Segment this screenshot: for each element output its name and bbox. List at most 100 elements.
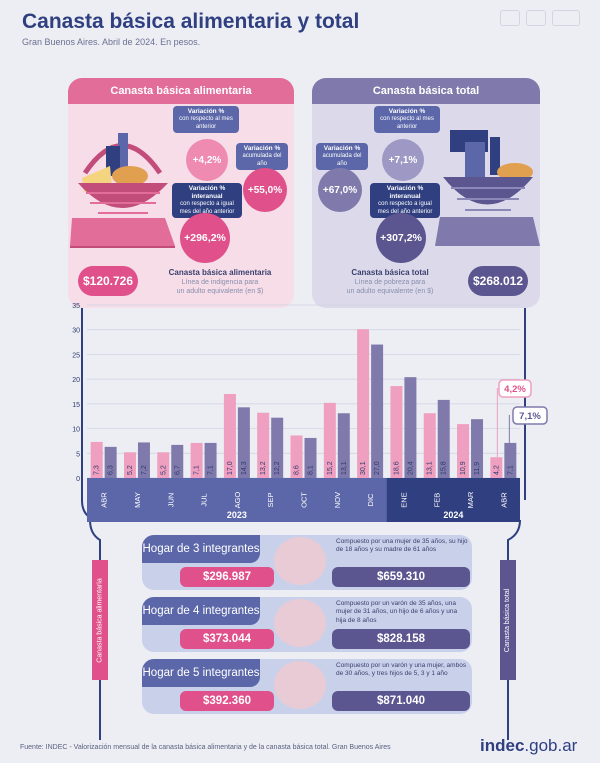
cba-var-acc-sub: acumulada del año: [242, 153, 282, 167]
x-axis-band-2024: [386, 478, 520, 522]
cba-caption-line1: Línea de indigencia para: [181, 279, 259, 287]
year-label: 2023: [227, 510, 247, 520]
family-icon: [274, 599, 326, 647]
x-tick-label: MAR: [466, 491, 475, 508]
callout-box-cba: [498, 379, 532, 398]
y-tick-label: 5: [76, 451, 80, 458]
cbt-basket-icon: [435, 130, 540, 246]
cba-var-ia-sub: con respecto a igual mes del año anterio…: [179, 201, 235, 215]
cba-var-acc-label: Variación % acumulada del año: [236, 143, 288, 171]
data-label: 4,2: [493, 465, 500, 475]
cba-panel-title: Canasta básica alimentaria: [68, 78, 294, 104]
y-tick-label: 15: [72, 402, 80, 409]
family-icon: [274, 537, 326, 585]
x-tick-label: DIC: [366, 493, 375, 507]
x-tick-label: MAY: [133, 492, 142, 508]
y-tick-label: 35: [72, 303, 80, 310]
household-cbt-value: $871.040: [332, 691, 470, 711]
data-label: 12,2: [274, 461, 281, 475]
cba-var-ia-label: Variación % interanual con respecto a igu…: [172, 183, 242, 219]
cba-caption-line2: un adulto equivalente (en $): [176, 288, 264, 296]
household-description: Compuesto por un varón de 35 años, una m…: [336, 600, 458, 624]
bar-cbt: [504, 442, 517, 478]
x-tick-label: AGO: [233, 491, 242, 508]
household-cbt-value: $659.310: [332, 567, 470, 587]
cba-var-month-label: Variación % con respecto al mes anterior: [173, 106, 239, 134]
household-title: Hogar de 5 integrantes: [142, 659, 260, 687]
bar-cbt: [337, 413, 350, 478]
cbt-caption-line2: un adulto equivalente (en $): [346, 288, 434, 296]
data-label: 27,0: [374, 461, 381, 475]
share-icon: [500, 10, 520, 26]
data-label: 18,6: [393, 461, 400, 475]
cbt-var-month-sub: con respecto al mes anterior: [380, 116, 434, 130]
x-tick-label: SEP: [266, 492, 275, 507]
indec-logo[interactable]: indec.gob.ar: [480, 736, 577, 756]
cba-side-tab: Canasta básica alimentaria: [92, 560, 108, 680]
household-cba-value: $392.360: [180, 691, 274, 711]
y-tick-label: 30: [72, 328, 80, 335]
data-label: 14,3: [241, 461, 248, 475]
cba-var-month-title: Variación %: [187, 108, 225, 115]
data-label: 17,0: [227, 461, 234, 475]
data-label: 8,1: [307, 465, 314, 475]
x-tick-label: JUL: [200, 493, 209, 506]
cba-var-ia-value: +296,2%: [180, 213, 230, 263]
data-label: 6,3: [108, 465, 115, 475]
monthly-variation-chart: 0 5 10 15 20 25 30 35 7,3 6,3 ABR 5,2 7,2 MAY 5,2 6,7 JU…: [72, 303, 548, 522]
household-card: Hogar de 3 integrantes Compuesto por una…: [142, 535, 472, 590]
data-label: 8,6: [294, 465, 301, 475]
callout-cba: 4,2%: [504, 384, 526, 395]
data-label: 15,2: [327, 461, 334, 475]
cbt-var-month-title: Variación %: [388, 108, 426, 115]
cbt-caption-line1: Línea de pobreza para: [354, 279, 426, 287]
callout-box-cbt: [512, 406, 548, 425]
x-tick-label: JUN: [166, 493, 175, 508]
cbt-var-ia-sub: con respecto a igual mes del año anterio…: [377, 201, 433, 215]
callout-cbt: 7,1%: [519, 411, 541, 422]
bar-cba: [123, 452, 136, 478]
y-tick-label: 0: [76, 476, 80, 483]
cbt-side-tab: Canasta básica total: [500, 560, 516, 680]
cba-var-month-value: +4,2%: [186, 139, 228, 181]
cba-var-month-sub: con respecto al mes anterior: [179, 116, 233, 130]
cbt-var-acc-value: +67,0%: [318, 168, 362, 212]
y-tick-label: 10: [72, 427, 80, 434]
bar-cbt: [271, 417, 284, 478]
data-label: 5,2: [127, 465, 134, 475]
data-label: 30,1: [360, 461, 367, 475]
household-description: Compuesto por una mujer de 35 años, su h…: [336, 538, 468, 554]
cba-caption: Canasta básica alimentaria Línea de indi…: [150, 268, 290, 297]
bar-cbt: [404, 377, 417, 478]
cbt-side-label: Canasta básica total: [504, 588, 512, 652]
x-tick-label: FEB: [433, 493, 442, 508]
source-note: Fuente: INDEC - Valorización mensual de …: [20, 744, 391, 751]
data-label: 7,3: [94, 465, 101, 475]
bar-cbt: [137, 442, 150, 478]
cba-basket-icon: [70, 133, 175, 248]
cbt-var-acc-label: Variación % acumulada del año: [316, 143, 368, 171]
cbt-var-month-label: Variación % con respecto al mes anterior: [374, 106, 440, 134]
y-tick-label: 20: [72, 377, 80, 384]
cba-var-acc-title: Variación %: [243, 145, 281, 152]
household-cba-value: $373.044: [180, 629, 274, 649]
bar-cbt: [471, 419, 484, 478]
data-label: 11,9: [474, 462, 481, 475]
household-cba-value: $296.987: [180, 567, 274, 587]
cba-amount: $120.726: [78, 266, 138, 296]
cbt-caption-title: Canasta básica total: [351, 268, 429, 277]
logo-main: indec: [480, 736, 525, 755]
x-tick-label: OCT: [300, 492, 309, 508]
data-label: 13,1: [427, 461, 434, 475]
x-tick-label: ABR: [499, 492, 508, 508]
bar-cba: [257, 412, 270, 478]
household-card: Hogar de 4 integrantes Compuesto por un …: [142, 597, 472, 652]
data-label: 13,2: [260, 461, 267, 475]
cbt-amount: $268.012: [468, 266, 528, 296]
year-label: 2024: [443, 510, 463, 520]
cba-side-label: Canasta básica alimentaria: [96, 577, 104, 663]
cbt-var-acc-title: Variación %: [323, 145, 361, 152]
cbt-var-ia-value: +307,2%: [376, 213, 426, 263]
bar-cbt: [204, 442, 217, 478]
x-tick-label: NOV: [333, 492, 342, 508]
